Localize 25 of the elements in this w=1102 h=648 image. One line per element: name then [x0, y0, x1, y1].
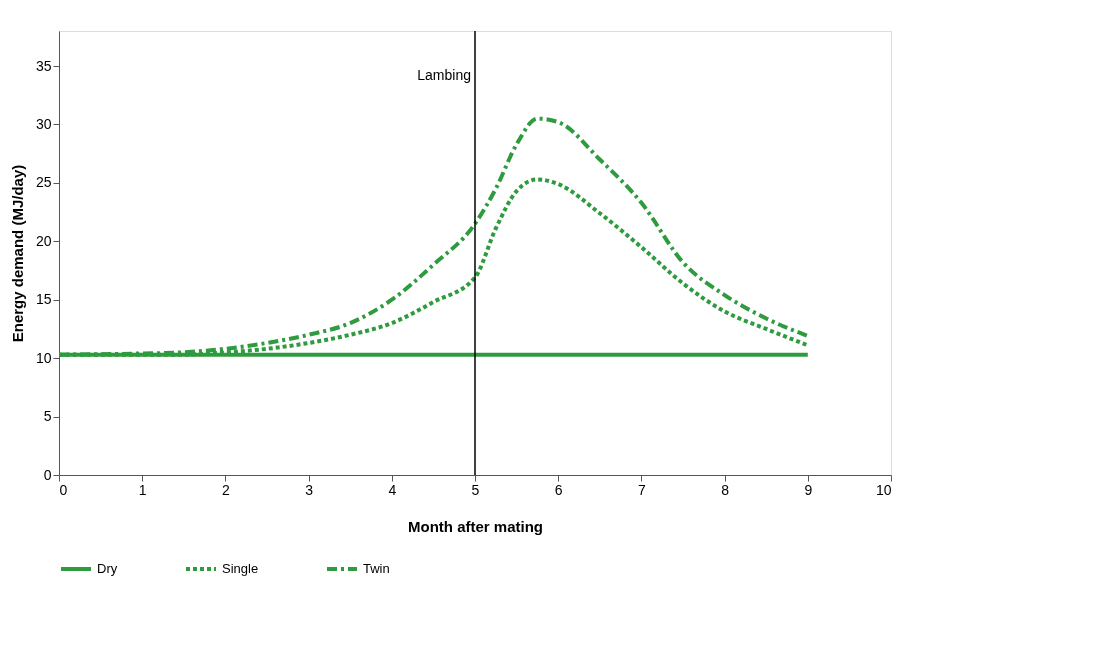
legend-label: Dry [97, 561, 118, 576]
y-tick-label: 0 [43, 466, 52, 483]
x-tick-label: 2 [222, 481, 230, 498]
x-tick-label: 9 [804, 481, 813, 498]
y-tick-label: 15 [35, 291, 52, 308]
y-tick-label: 10 [35, 349, 52, 366]
y-axis-title: Energy demand (MJ/day) [8, 164, 26, 343]
y-tick-label: 20 [35, 232, 52, 249]
y-tick-label: 25 [35, 174, 52, 191]
ref-line-label: Lambing [417, 67, 471, 83]
x-tick-label: 3 [305, 481, 314, 498]
legend-label: Twin [363, 561, 390, 576]
x-tick-label: 6 [554, 481, 563, 498]
x-tick-label: 0 [59, 481, 68, 498]
x-axis-title: Month after mating [408, 517, 543, 535]
x-tick-label: 7 [638, 481, 646, 498]
x-tick-label: 8 [721, 481, 730, 498]
y-tick-label: 5 [43, 408, 52, 425]
x-tick-label: 10 [875, 481, 892, 498]
x-tick-label: 5 [471, 481, 480, 498]
legend-label: Single [222, 561, 259, 576]
y-tick-label: 35 [35, 57, 52, 74]
x-tick-label: 4 [388, 481, 397, 498]
y-tick-label: 30 [35, 115, 52, 132]
x-tick-label: 1 [138, 481, 147, 498]
